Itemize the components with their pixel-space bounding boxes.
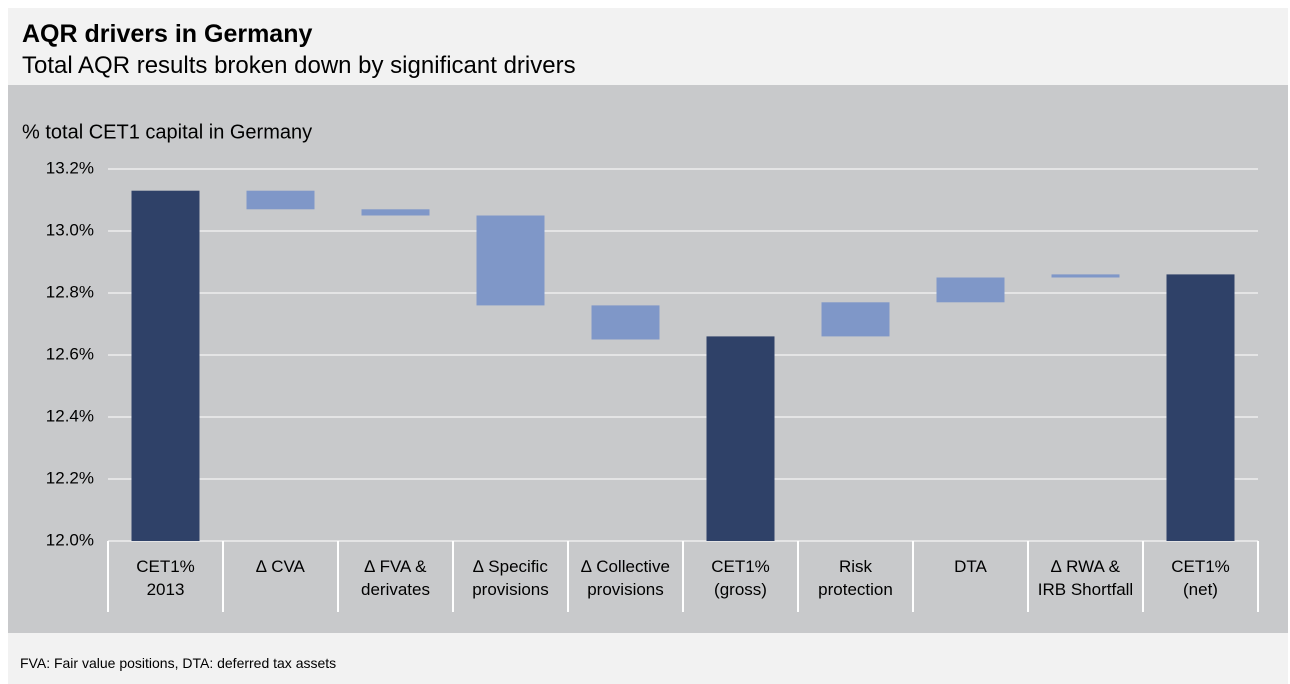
bar [591, 305, 660, 340]
bar [131, 190, 200, 541]
x-tick-label: CET1% 2013 [136, 557, 195, 599]
footer: FVA: Fair value positions, DTA: deferred… [8, 633, 1288, 684]
x-tick-label: DTA [954, 557, 987, 576]
footnote: FVA: Fair value positions, DTA: deferred… [20, 655, 337, 671]
chart-subtitle: Total AQR results broken down by signifi… [22, 52, 576, 79]
x-tick-label: Risk protection [818, 557, 893, 599]
x-tick-label: ∆ Collective provisions [581, 557, 670, 599]
bar [246, 190, 315, 210]
chart-area [8, 85, 1288, 633]
y-tick-label: 13.2% [46, 158, 94, 177]
bar [361, 209, 430, 216]
y-tick-label: 12.2% [46, 468, 94, 487]
y-tick-label: 12.8% [46, 282, 94, 301]
bar [1166, 274, 1235, 541]
bar [706, 336, 775, 541]
bar [1051, 274, 1120, 278]
y-tick-label: 12.0% [46, 530, 94, 549]
y-axis-label: % total CET1 capital in Germany [22, 121, 312, 143]
bar [936, 277, 1005, 303]
bar [476, 215, 545, 306]
y-tick-label: 12.4% [46, 406, 94, 425]
x-tick-label: ∆ FVA & derivates [361, 557, 430, 599]
x-tick-label: ∆ Specific provisions [472, 557, 549, 599]
bar [821, 302, 890, 337]
y-tick-label: 12.6% [46, 344, 94, 363]
y-tick-label: 13.0% [46, 220, 94, 239]
header: AQR drivers in Germany Total AQR results… [8, 8, 1288, 85]
x-tick-label: ∆ CVA [256, 557, 305, 576]
x-tick-label: CET1% (gross) [711, 557, 770, 599]
chart-title: AQR drivers in Germany [22, 20, 313, 48]
x-tick-label: CET1% (net) [1171, 557, 1230, 599]
x-tick-label: ∆ RWA & IRB Shortfall [1037, 557, 1134, 599]
